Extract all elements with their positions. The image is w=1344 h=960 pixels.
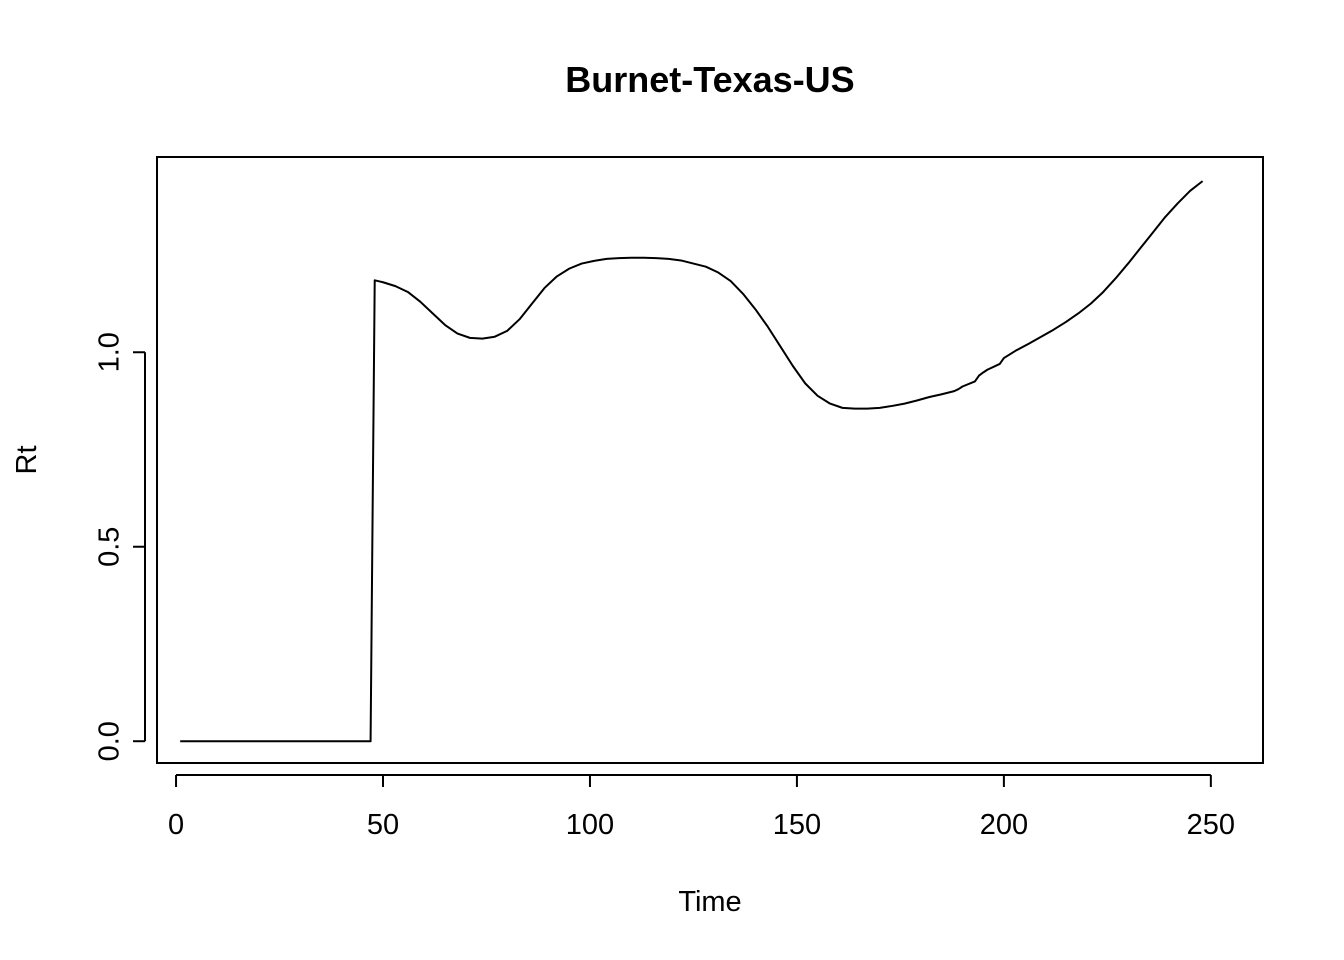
y-tick-label: 0.0: [94, 721, 126, 761]
plot-frame: [156, 156, 1264, 764]
y-axis-title: Rt: [11, 446, 43, 475]
x-tick-label: 250: [1187, 809, 1235, 841]
series-layer: [180, 180, 1204, 743]
y-axis: 0.0 0.5 1.0: [94, 332, 146, 761]
x-tick-label: 150: [773, 809, 821, 841]
y-tick-label: 1.0: [94, 332, 126, 372]
x-axis-title: Time: [678, 886, 741, 918]
y-tick-label: 0.5: [94, 527, 126, 567]
chart-title: Burnet-Texas-US: [565, 59, 854, 100]
x-tick-label: 50: [367, 809, 399, 841]
x-tick-label: 0: [168, 809, 184, 841]
series-line: [180, 180, 1204, 743]
x-axis: 0 50 100 150 200 250: [168, 774, 1235, 841]
x-tick-label: 200: [980, 809, 1028, 841]
x-tick-label: 100: [566, 809, 614, 841]
